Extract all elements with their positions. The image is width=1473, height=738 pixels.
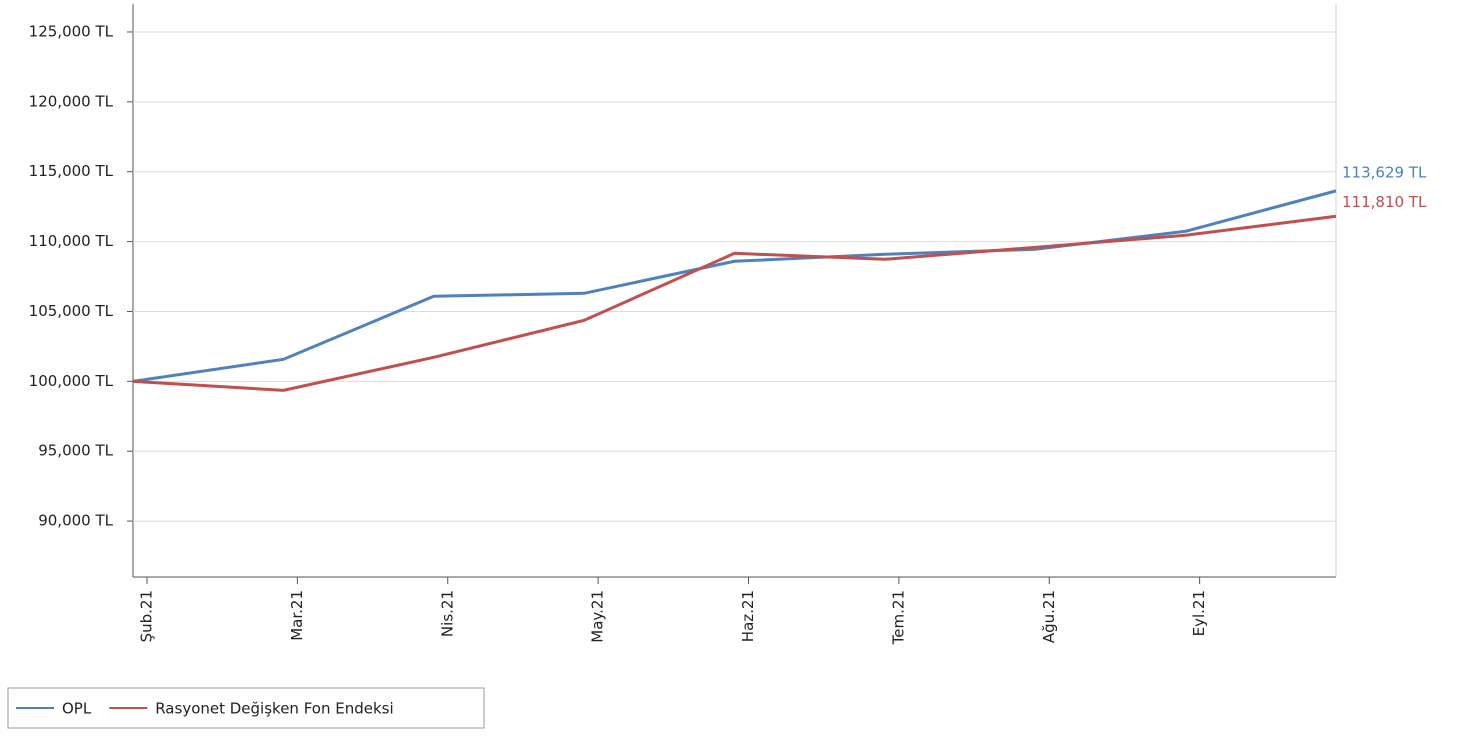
y-tick-label: 95,000 TL xyxy=(38,442,113,460)
y-tick-label: 125,000 TL xyxy=(29,22,114,40)
y-tick-label: 110,000 TL xyxy=(29,232,114,250)
x-tick-label: Ağu.21 xyxy=(1040,590,1058,643)
legend-label: Rasyonet Değişken Fon Endeksi xyxy=(155,700,393,718)
series-line xyxy=(132,189,1337,383)
x-tick-label: Mar.21 xyxy=(288,590,306,641)
x-tick-label: May.21 xyxy=(589,590,607,643)
y-tick-label: 90,000 TL xyxy=(38,512,113,530)
x-tick-label: Nis.21 xyxy=(438,590,456,637)
x-tick-label: Tem.21 xyxy=(889,590,907,645)
series-line xyxy=(132,214,1337,392)
value-label: 111,810 TL xyxy=(1342,193,1427,211)
legend xyxy=(7,687,485,729)
legend-label: OPL xyxy=(62,700,92,718)
x-tick-label: Haz.21 xyxy=(739,590,757,642)
y-tick-label: 100,000 TL xyxy=(29,372,114,390)
y-tick-label: 105,000 TL xyxy=(29,302,114,320)
value-label: 113,629 TL xyxy=(1342,163,1427,181)
y-tick-label: 120,000 TL xyxy=(29,92,114,110)
x-tick-label: Eyl.21 xyxy=(1190,590,1208,636)
y-tick-label: 115,000 TL xyxy=(29,162,114,180)
x-tick-label: Şub.21 xyxy=(138,590,156,642)
